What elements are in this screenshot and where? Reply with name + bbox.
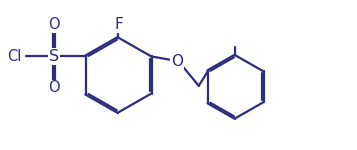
Text: O: O xyxy=(48,80,60,95)
Text: S: S xyxy=(49,49,59,64)
Text: Cl: Cl xyxy=(7,49,21,64)
Text: O: O xyxy=(171,54,183,69)
Text: O: O xyxy=(48,17,60,32)
Text: F: F xyxy=(114,17,123,32)
